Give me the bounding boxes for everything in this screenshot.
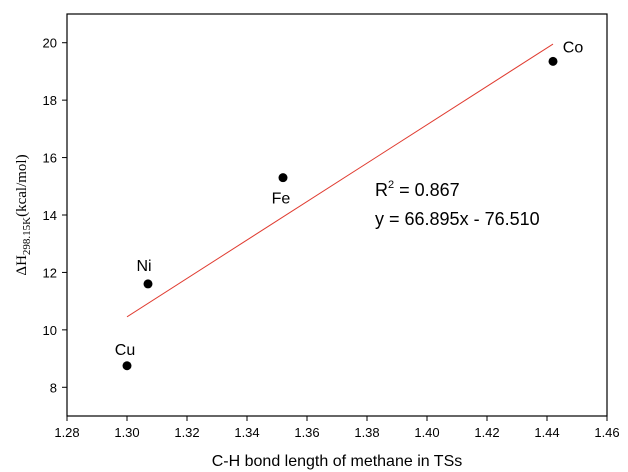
x-tick-label: 1.34 [234, 425, 259, 440]
x-axis-ticks: 1.28 1.30 1.32 1.34 1.36 1.38 1.40 1.42 1.44 1.46 [54, 416, 619, 440]
r-squared-value: = 0.867 [394, 180, 460, 200]
y-tick-label: 18 [43, 93, 57, 108]
data-point-ni [144, 279, 153, 288]
x-tick-label: 1.28 [54, 425, 79, 440]
y-axis-label-suffix: (kcal/mol) [14, 154, 30, 216]
point-label-co: Co [563, 39, 584, 56]
y-tick-label: 10 [43, 323, 57, 338]
y-axis-label-subscript: 298.15K [21, 217, 33, 255]
y-axis-label-prefix: ΔH [14, 255, 30, 276]
y-tick-label: 14 [43, 208, 57, 223]
point-label-cu: Cu [115, 342, 135, 359]
r-squared-annotation: R2 = 0.867 [375, 179, 460, 200]
x-axis-label: C-H bond length of methane in TSs [212, 453, 463, 470]
x-tick-label: 1.40 [414, 425, 439, 440]
y-axis-ticks: 8 10 12 14 16 18 20 [43, 36, 67, 396]
r-squared-r: R [375, 180, 388, 200]
y-axis-label: ΔH298.15K(kcal/mol) [14, 154, 33, 275]
y-tick-label: 16 [43, 151, 57, 166]
data-point-co [549, 57, 558, 66]
x-tick-label: 1.42 [474, 425, 499, 440]
equation-annotation: y = 66.895x - 76.510 [375, 209, 540, 229]
x-tick-label: 1.32 [174, 425, 199, 440]
data-points: Cu Ni Fe Co [115, 39, 584, 370]
data-point-fe [279, 173, 288, 182]
point-label-fe: Fe [272, 191, 291, 208]
point-label-ni: Ni [136, 258, 151, 275]
trendline [127, 44, 553, 317]
y-tick-label: 8 [50, 380, 57, 395]
x-tick-label: 1.36 [294, 425, 319, 440]
y-tick-label: 12 [43, 265, 57, 280]
x-tick-label: 1.38 [354, 425, 379, 440]
x-tick-label: 1.30 [114, 425, 139, 440]
x-tick-label: 1.44 [534, 425, 559, 440]
y-tick-label: 20 [43, 36, 57, 51]
data-point-cu [123, 361, 132, 370]
x-tick-label: 1.46 [594, 425, 619, 440]
